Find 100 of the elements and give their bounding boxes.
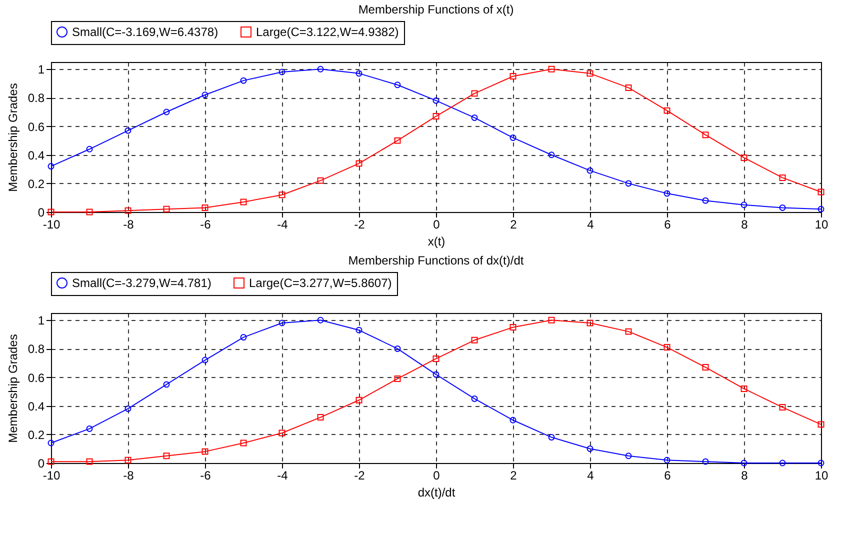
point bbox=[240, 334, 247, 341]
point bbox=[664, 344, 670, 351]
point bbox=[124, 207, 132, 214]
point bbox=[471, 114, 478, 121]
point bbox=[356, 160, 362, 167]
point bbox=[471, 90, 478, 97]
point bbox=[702, 458, 709, 465]
point bbox=[202, 448, 208, 455]
y-tick-label: 0.4 bbox=[28, 399, 45, 414]
y-tick-label: 1 bbox=[38, 314, 45, 328]
x-tick-label: -8 bbox=[123, 218, 134, 232]
x-tick-label: -4 bbox=[277, 468, 288, 482]
point bbox=[163, 452, 170, 460]
point bbox=[702, 132, 709, 138]
point bbox=[278, 320, 286, 326]
point bbox=[432, 355, 440, 362]
x-axis-title: x(t) bbox=[428, 234, 446, 248]
legend-label: Large(C=3.122,W=4.9382) bbox=[256, 25, 399, 39]
point bbox=[740, 202, 748, 208]
point bbox=[471, 395, 478, 402]
point bbox=[818, 421, 824, 428]
point bbox=[86, 146, 93, 152]
x-tick-label: 10 bbox=[814, 468, 828, 482]
x-tick-label: 6 bbox=[664, 468, 672, 482]
point bbox=[510, 416, 516, 424]
point bbox=[240, 198, 247, 206]
point bbox=[548, 434, 555, 441]
point bbox=[664, 190, 670, 197]
point bbox=[356, 396, 362, 404]
point bbox=[124, 405, 132, 412]
point bbox=[586, 70, 594, 77]
point bbox=[510, 134, 516, 141]
x-axis-title: dx(t)/dt bbox=[418, 486, 456, 500]
point bbox=[240, 440, 247, 446]
point bbox=[278, 430, 286, 436]
chart-title: Membership Functions of x(t) bbox=[358, 2, 514, 16]
y-axis-title: Membership Grades bbox=[6, 334, 20, 443]
point bbox=[356, 326, 362, 334]
x-tick-label: -6 bbox=[200, 468, 212, 482]
x-tick-label: -4 bbox=[277, 218, 288, 232]
point bbox=[586, 167, 594, 174]
point bbox=[548, 66, 555, 72]
legend-label: Small(C=-3.169,W=6.4378) bbox=[72, 25, 218, 39]
y-tick-label: 0 bbox=[38, 206, 45, 220]
point bbox=[625, 328, 632, 335]
x-tick-label: 8 bbox=[741, 218, 748, 232]
point bbox=[394, 82, 401, 88]
point bbox=[740, 385, 748, 392]
point bbox=[548, 316, 555, 324]
point bbox=[586, 445, 594, 452]
point bbox=[86, 425, 93, 432]
point bbox=[86, 458, 93, 465]
x-tick-label: 10 bbox=[814, 218, 828, 232]
point bbox=[278, 192, 286, 198]
point bbox=[779, 174, 786, 181]
y-tick-label: 0.8 bbox=[28, 91, 45, 106]
y-tick-label: 1 bbox=[38, 62, 45, 77]
point bbox=[818, 188, 824, 196]
point bbox=[510, 73, 516, 80]
point bbox=[548, 152, 555, 158]
point bbox=[432, 113, 440, 120]
y-tick-label: 0.2 bbox=[28, 428, 45, 442]
y-tick-label: 0 bbox=[38, 456, 45, 470]
x-tick-label: -8 bbox=[123, 468, 134, 482]
y-tick-label: 0.2 bbox=[28, 176, 45, 191]
point bbox=[240, 77, 247, 84]
point bbox=[510, 324, 516, 331]
chart-title: Membership Functions of dx(t)/dt bbox=[348, 254, 524, 268]
x-tick-label: 4 bbox=[587, 468, 594, 482]
point bbox=[779, 404, 786, 411]
point bbox=[86, 208, 93, 216]
point bbox=[317, 316, 324, 324]
x-tick-label: 2 bbox=[510, 218, 518, 232]
point bbox=[394, 375, 401, 382]
point bbox=[432, 97, 440, 104]
point bbox=[625, 452, 632, 460]
point bbox=[317, 177, 324, 184]
point bbox=[202, 92, 208, 98]
point bbox=[625, 180, 632, 187]
point bbox=[394, 137, 401, 144]
x-tick-label: 6 bbox=[664, 218, 672, 232]
x-tick-label: -2 bbox=[354, 218, 366, 232]
point bbox=[702, 197, 709, 204]
point bbox=[202, 356, 208, 364]
point bbox=[702, 364, 709, 371]
point bbox=[625, 84, 632, 91]
x-tick-label: 0 bbox=[433, 468, 440, 482]
point bbox=[317, 66, 324, 72]
y-tick-label: 0.6 bbox=[28, 370, 45, 385]
x-tick-label: -10 bbox=[42, 468, 60, 482]
x-tick-label: -10 bbox=[42, 218, 60, 232]
x-tick-label: 8 bbox=[741, 468, 748, 482]
point bbox=[432, 371, 440, 378]
legend-label: Large(C=3.277,W=5.8607) bbox=[249, 276, 392, 290]
x-tick-label: 2 bbox=[510, 468, 518, 482]
point bbox=[664, 107, 670, 114]
point bbox=[317, 414, 324, 421]
y-tick-label: 0.6 bbox=[28, 120, 45, 134]
x-tick-label: -2 bbox=[354, 468, 366, 482]
point bbox=[163, 108, 170, 116]
